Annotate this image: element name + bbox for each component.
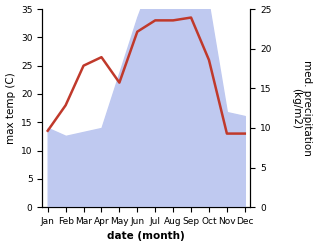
Y-axis label: max temp (C): max temp (C) — [5, 72, 16, 144]
Y-axis label: med. precipitation
(kg/m2): med. precipitation (kg/m2) — [291, 60, 313, 156]
X-axis label: date (month): date (month) — [107, 231, 185, 242]
